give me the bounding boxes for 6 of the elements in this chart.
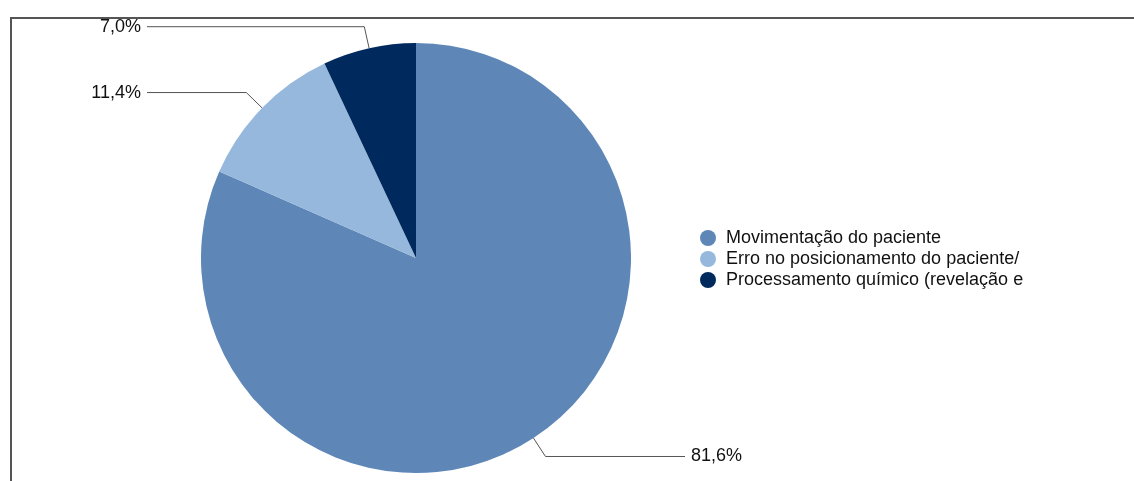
legend-label: Erro no posicionamento do paciente/: [726, 247, 1020, 268]
data-label: 81,6%: [691, 445, 743, 466]
data-label: 7,0%: [99, 15, 141, 36]
legend-label: Movimentação do paciente: [726, 226, 942, 247]
legend-label: Processamento químico (revelação e: [726, 268, 1024, 289]
data-label: 11,4%: [91, 81, 141, 102]
